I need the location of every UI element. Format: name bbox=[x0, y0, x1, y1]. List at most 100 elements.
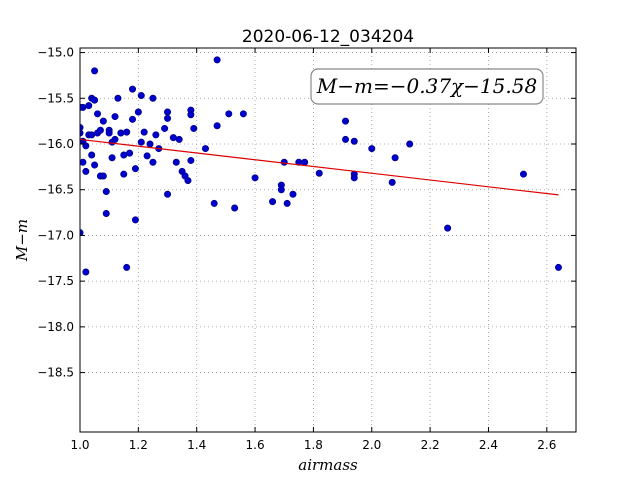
data-point bbox=[105, 129, 113, 137]
data-point bbox=[210, 199, 218, 207]
x-tick-label: 2.0 bbox=[362, 438, 381, 452]
data-point bbox=[88, 131, 96, 139]
data-point bbox=[368, 145, 376, 153]
y-tick-label: −18.5 bbox=[37, 366, 74, 380]
fit-line bbox=[79, 138, 559, 196]
y-tick-label: −16.0 bbox=[37, 137, 74, 151]
data-point bbox=[175, 135, 183, 143]
data-point bbox=[277, 186, 285, 194]
grid-lines bbox=[79, 48, 576, 432]
data-points bbox=[80, 56, 562, 276]
data-point bbox=[131, 216, 139, 224]
data-point bbox=[251, 174, 259, 182]
y-tick-label: −18.0 bbox=[37, 320, 74, 334]
y-tick-label: −16.5 bbox=[37, 183, 74, 197]
data-point bbox=[187, 111, 195, 119]
data-point bbox=[519, 170, 527, 178]
data-point bbox=[388, 178, 396, 186]
data-point bbox=[190, 124, 198, 132]
data-point bbox=[350, 174, 358, 182]
data-point bbox=[80, 103, 87, 111]
data-point bbox=[213, 56, 221, 64]
x-axis-label: airmass bbox=[298, 456, 358, 474]
y-axis-label: M−m bbox=[13, 219, 31, 262]
data-point bbox=[301, 158, 309, 166]
equation-annotation: M−m=−0.37χ−15.58 bbox=[310, 68, 544, 105]
data-point bbox=[129, 115, 137, 123]
data-point bbox=[225, 110, 233, 118]
data-point bbox=[350, 137, 358, 145]
data-point bbox=[82, 167, 90, 175]
data-point bbox=[146, 140, 154, 148]
data-point bbox=[123, 128, 131, 136]
data-point bbox=[85, 102, 93, 110]
data-point bbox=[231, 204, 239, 212]
data-point bbox=[239, 110, 247, 118]
data-point bbox=[99, 117, 107, 125]
data-point bbox=[342, 117, 350, 125]
data-point bbox=[91, 96, 99, 104]
data-point bbox=[149, 94, 157, 102]
data-point bbox=[123, 263, 131, 271]
data-point bbox=[131, 165, 139, 173]
data-point bbox=[187, 156, 195, 164]
data-point bbox=[213, 122, 221, 130]
annotation-box bbox=[310, 68, 544, 105]
x-tick-label: 1.2 bbox=[129, 438, 148, 452]
data-point bbox=[315, 169, 323, 177]
data-point bbox=[444, 224, 452, 232]
y-tick-label: −17.0 bbox=[37, 228, 74, 242]
data-point bbox=[391, 154, 399, 162]
data-point bbox=[143, 152, 151, 160]
data-point bbox=[169, 134, 177, 142]
data-point bbox=[184, 177, 192, 185]
plot-background bbox=[80, 48, 576, 432]
data-point bbox=[161, 124, 169, 132]
axis-ticks bbox=[79, 48, 576, 432]
data-point bbox=[269, 198, 277, 206]
data-point bbox=[129, 85, 137, 93]
x-tick-label: 1.6 bbox=[246, 438, 265, 452]
data-point bbox=[102, 188, 110, 196]
data-point bbox=[120, 151, 128, 159]
data-point bbox=[80, 158, 87, 166]
x-tick-label: 2.6 bbox=[537, 438, 556, 452]
data-point bbox=[342, 135, 350, 143]
data-point bbox=[91, 161, 99, 169]
chart-title: 2020-06-12_034204 bbox=[242, 27, 414, 47]
data-point bbox=[140, 128, 148, 136]
y-tick-label: −15.5 bbox=[37, 91, 74, 105]
data-point bbox=[88, 151, 96, 159]
data-point bbox=[164, 114, 172, 122]
data-point bbox=[283, 199, 291, 207]
x-tick-label: 1.0 bbox=[70, 438, 89, 452]
data-point bbox=[96, 126, 104, 134]
x-tick-label: 1.8 bbox=[304, 438, 323, 452]
data-point bbox=[201, 145, 209, 153]
data-point bbox=[126, 149, 134, 157]
data-point bbox=[134, 108, 142, 116]
y-tick-label: −17.5 bbox=[37, 274, 74, 288]
data-point bbox=[91, 67, 99, 75]
data-point bbox=[164, 190, 172, 198]
data-point bbox=[111, 135, 119, 143]
annotation-text: M−m=−0.37χ−15.58 bbox=[316, 74, 537, 98]
data-point bbox=[164, 108, 172, 116]
data-point bbox=[117, 129, 125, 137]
data-point bbox=[102, 209, 110, 217]
plot-frame bbox=[79, 47, 577, 433]
data-point bbox=[111, 113, 119, 121]
data-point bbox=[137, 92, 145, 100]
data-point bbox=[149, 158, 157, 166]
x-tick-label: 2.2 bbox=[421, 438, 440, 452]
data-point bbox=[152, 131, 160, 139]
data-point bbox=[172, 158, 180, 166]
data-point bbox=[137, 138, 145, 146]
y-tick-labels: −15.0 −15.5 −16.0 −16.5 −17.0 −17.5 −18.0 −18.5 bbox=[37, 46, 74, 380]
x-tick-label: 1.4 bbox=[187, 438, 206, 452]
data-point bbox=[114, 94, 122, 102]
data-point bbox=[99, 172, 107, 180]
x-tick-label: 2.4 bbox=[479, 438, 498, 452]
data-point bbox=[82, 268, 90, 276]
